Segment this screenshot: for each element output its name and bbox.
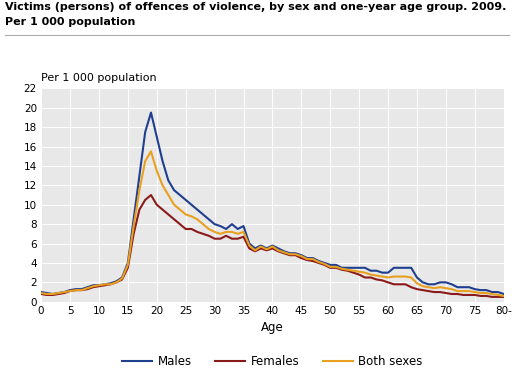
- Both sexes: [38, 291, 44, 295]
- Text: Victims (persons) of offences of violence, by sex and one-year age group. 2009.: Victims (persons) of offences of violenc…: [5, 2, 506, 12]
- Females: [333, 266, 339, 270]
- Females: [38, 292, 44, 296]
- Females: [443, 291, 449, 295]
- Females: [385, 280, 391, 284]
- Males: [466, 285, 472, 289]
- Line: Both sexes: Both sexes: [41, 151, 504, 296]
- Males: [449, 282, 455, 287]
- Both sexes: [419, 284, 426, 289]
- Females: [148, 193, 154, 197]
- Line: Females: Females: [41, 195, 504, 297]
- Both sexes: [460, 289, 466, 293]
- Both sexes: [385, 275, 391, 280]
- Both sexes: [333, 265, 339, 269]
- Legend: Males, Females, Both sexes: Males, Females, Both sexes: [117, 350, 428, 368]
- Females: [298, 256, 304, 260]
- X-axis label: Age: Age: [261, 322, 284, 335]
- Both sexes: [443, 286, 449, 290]
- Males: [339, 266, 345, 270]
- Females: [460, 293, 466, 297]
- Males: [38, 290, 44, 294]
- Males: [391, 266, 397, 270]
- Both sexes: [298, 254, 304, 258]
- Both sexes: [148, 149, 154, 153]
- Females: [419, 288, 426, 292]
- Males: [49, 292, 56, 296]
- Text: Per 1 000 population: Per 1 000 population: [41, 73, 157, 83]
- Females: [489, 295, 495, 299]
- Females: [501, 295, 507, 299]
- Males: [148, 110, 154, 115]
- Males: [426, 282, 432, 287]
- Line: Males: Males: [41, 113, 504, 294]
- Males: [304, 256, 310, 260]
- Males: [501, 292, 507, 296]
- Both sexes: [501, 294, 507, 298]
- Text: Per 1 000 population: Per 1 000 population: [5, 17, 136, 26]
